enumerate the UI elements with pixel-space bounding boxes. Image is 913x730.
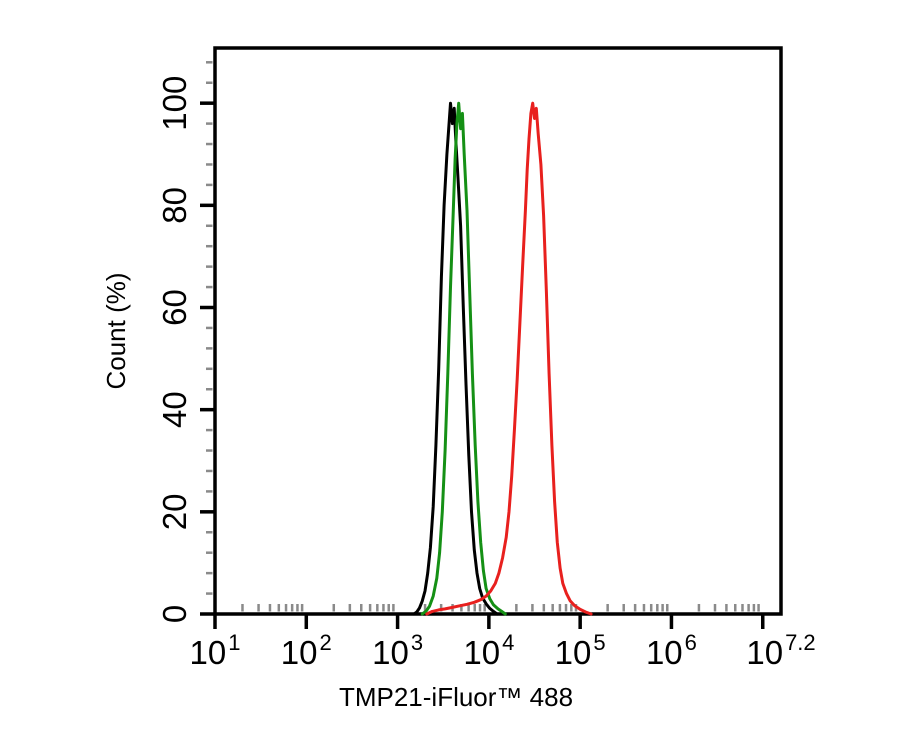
y-tick-label: 20 [156,493,193,530]
x-axis-title: TMP21-iFluor™ 488 [339,682,573,712]
x-tick-label: 107.2 [746,630,815,671]
black-curve [412,101,499,616]
y-tick-label: 40 [156,391,193,428]
y-tick-label: 80 [156,187,193,224]
plot-frame [213,46,783,616]
histogram-curves [412,101,593,616]
x-tick-labels: 101 102 103 104 105 106 107.2 [190,630,816,671]
red-curve [425,101,593,616]
green-curve [420,101,507,616]
y-axis-title: Count (%) [101,272,131,389]
y-tick-label: 60 [156,289,193,326]
y-tick-label: 100 [156,76,193,131]
y-tick-labels: 0 20 40 60 80 100 [156,76,193,624]
y-tick-label: 0 [156,605,193,623]
x-tick-label: 105 [555,630,606,671]
x-tick-label: 101 [190,630,241,671]
x-tick-label: 103 [372,630,423,671]
x-tick-label: 102 [281,630,332,671]
x-tick-label: 106 [646,630,697,671]
x-tick-label: 104 [463,630,514,671]
